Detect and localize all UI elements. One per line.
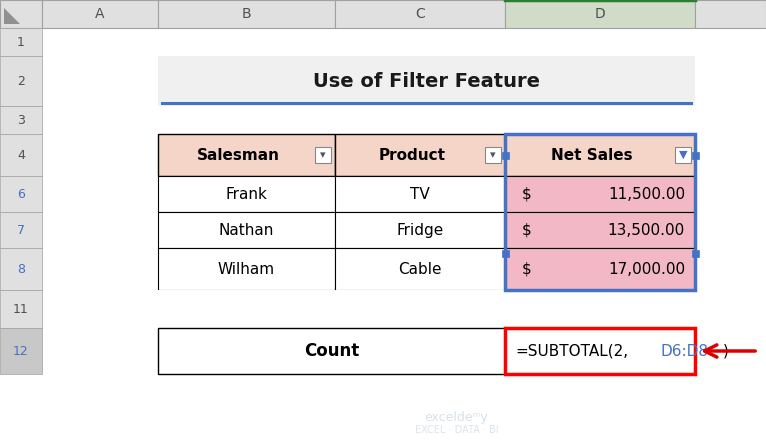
Bar <box>158 106 695 134</box>
Text: 6: 6 <box>17 187 25 201</box>
Bar <box>335 134 505 176</box>
Bar <box>158 290 695 328</box>
Bar <box>335 0 505 28</box>
Bar <box>0 290 42 328</box>
Text: 4: 4 <box>17 149 25 161</box>
Bar <box>692 249 699 257</box>
Bar <box>505 212 695 248</box>
Bar <box>315 147 331 163</box>
Bar <box>502 151 509 158</box>
Bar <box>0 28 42 56</box>
Text: =SUBTOTAL(2,: =SUBTOTAL(2, <box>515 344 628 359</box>
Bar <box>505 248 695 290</box>
Text: Frank: Frank <box>225 187 267 202</box>
Text: 2: 2 <box>17 74 25 88</box>
Text: 3: 3 <box>17 114 25 127</box>
Bar <box>505 176 695 212</box>
Text: D6:D8: D6:D8 <box>661 344 709 359</box>
Text: $: $ <box>522 261 532 276</box>
Bar <box>505 134 695 176</box>
Bar <box>502 249 509 257</box>
Bar <box>0 56 42 106</box>
Bar <box>505 0 695 28</box>
Bar <box>158 212 335 248</box>
Bar <box>695 0 766 28</box>
Bar <box>335 212 505 248</box>
Bar <box>505 328 695 374</box>
Bar <box>675 147 691 163</box>
Bar <box>0 248 42 290</box>
Text: Salesman: Salesman <box>197 147 280 162</box>
Text: Cable: Cable <box>398 261 442 276</box>
Bar <box>158 0 335 28</box>
Text: Wilham: Wilham <box>218 261 275 276</box>
Text: EXCEL · DATA · BI: EXCEL · DATA · BI <box>414 425 499 435</box>
Text: 11: 11 <box>13 303 29 315</box>
Bar <box>158 248 335 290</box>
Bar <box>335 248 505 290</box>
Bar <box>0 212 42 248</box>
Text: Use of Filter Feature: Use of Filter Feature <box>313 72 540 91</box>
Polygon shape <box>4 8 20 24</box>
Text: Product: Product <box>378 147 446 162</box>
Bar <box>158 176 335 212</box>
Bar <box>0 176 42 212</box>
Bar <box>158 56 695 106</box>
Text: 13,500.00: 13,500.00 <box>607 223 685 238</box>
Bar <box>0 328 42 374</box>
Text: 7: 7 <box>17 224 25 237</box>
Text: B: B <box>242 7 251 21</box>
Text: 11,500.00: 11,500.00 <box>608 187 685 202</box>
Text: 8: 8 <box>17 263 25 275</box>
Text: A: A <box>95 7 105 21</box>
Bar <box>692 151 699 158</box>
Bar <box>485 147 501 163</box>
Text: Nathan: Nathan <box>219 223 274 238</box>
Text: ▼: ▼ <box>679 150 687 160</box>
Text: ▾: ▾ <box>320 150 326 160</box>
Text: ): ) <box>723 344 728 359</box>
Text: Count: Count <box>304 342 359 360</box>
Bar <box>158 28 695 56</box>
Text: 12: 12 <box>13 345 29 357</box>
Bar <box>0 0 42 28</box>
Bar <box>335 176 505 212</box>
Text: $: $ <box>522 223 532 238</box>
Text: 1: 1 <box>17 36 25 48</box>
Text: ▾: ▾ <box>490 150 496 160</box>
Text: C: C <box>415 7 425 21</box>
Text: Net Sales: Net Sales <box>552 147 633 162</box>
Bar <box>158 134 335 176</box>
Text: D: D <box>594 7 605 21</box>
Bar <box>0 106 42 134</box>
Bar <box>505 134 695 290</box>
Text: TV: TV <box>410 187 430 202</box>
Text: exceldeᵐy: exceldeᵐy <box>424 411 489 423</box>
Bar <box>0 134 42 176</box>
Text: 17,000.00: 17,000.00 <box>608 261 685 276</box>
Text: Fridge: Fridge <box>396 223 444 238</box>
Bar <box>42 0 158 28</box>
Text: $: $ <box>522 187 532 202</box>
Bar <box>158 328 505 374</box>
